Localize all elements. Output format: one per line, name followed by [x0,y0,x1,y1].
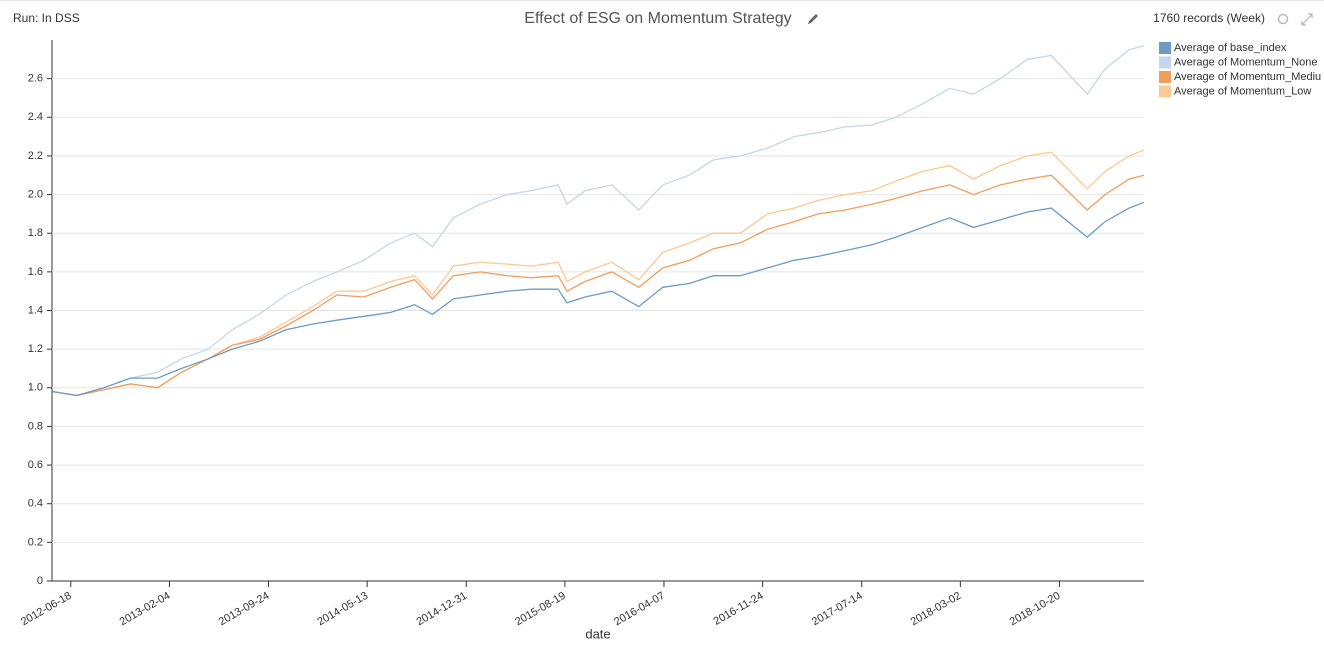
y-tick-label: 2.6 [28,73,43,85]
legend-swatch [1159,56,1171,69]
x-tick-label: 2016-11-24 [712,590,766,628]
legend-label: Average of base_index [1174,42,1287,54]
expand-icon[interactable] [1301,13,1313,26]
y-tick-label: 1.0 [28,382,43,394]
run-label: Run: In DSS [13,11,80,25]
x-tick-label: 2017-07-14 [810,590,865,629]
x-tick-label: 2016-04-07 [612,590,667,629]
legend-label: Average of Momentum_None [1174,56,1318,68]
y-tick-label: 0.2 [28,536,43,548]
y-tick-label: 1.6 [28,266,43,278]
y-tick-label: 1.8 [28,227,43,239]
x-tick-label: 2014-05-13 [315,590,370,629]
legend-swatch [1159,42,1171,54]
y-tick-label: 1.4 [28,304,43,316]
series-line [52,201,1145,397]
legend-label: Average of Momentum_Low [1174,85,1311,97]
x-tick-label: 2013-02-04 [118,590,173,629]
series-line [52,45,1145,397]
y-tick-label: 2.2 [28,150,43,162]
y-tick-label: 0.8 [28,420,43,432]
refresh-icon[interactable] [1277,13,1289,25]
y-tick-label: 0 [37,575,43,587]
x-tick-label: 2018-10-20 [1008,590,1063,629]
series-line [52,174,1145,397]
legend-swatch [1159,71,1171,83]
edit-icon[interactable] [808,14,818,24]
legend-swatch [1159,85,1171,98]
x-tick-label: 2012-06-18 [19,590,74,629]
y-tick-label: 2.0 [28,188,43,200]
x-tick-label: 2014-12-31 [414,590,469,629]
series-line [52,149,1145,397]
x-tick-label: 2018-03-02 [909,590,964,629]
x-axis-label: date [585,626,610,641]
y-tick-label: 1.2 [28,343,43,355]
chart-title: Effect of ESG on Momentum Strategy [524,10,791,27]
records-label: 1760 records (Week) [1153,11,1265,25]
y-tick-label: 2.4 [28,111,43,123]
x-tick-label: 2013-09-24 [217,590,272,629]
y-tick-label: 0.6 [28,459,43,471]
legend-label: Average of Momentum_Mediu [1174,71,1321,83]
y-tick-label: 0.4 [28,498,43,510]
x-tick-label: 2015-08-19 [513,590,568,629]
